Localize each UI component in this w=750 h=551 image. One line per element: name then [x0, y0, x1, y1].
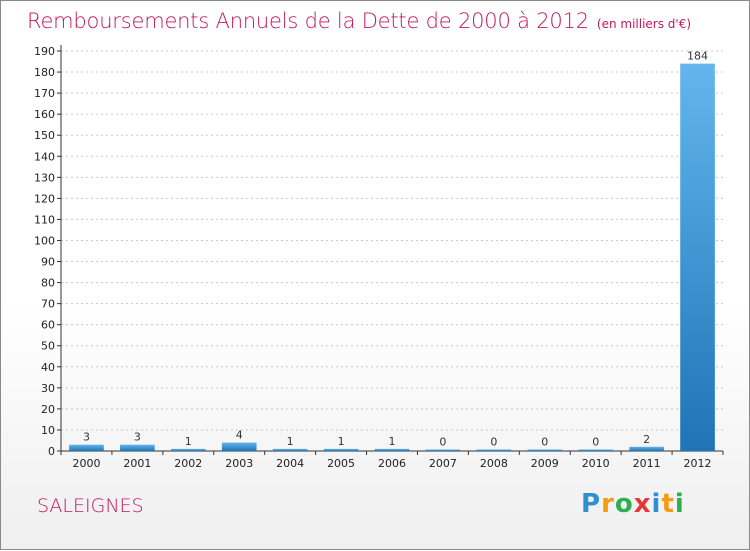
- bar-2001: [120, 444, 155, 451]
- data-label: 0: [592, 436, 599, 449]
- y-tick-label: 0: [48, 445, 55, 458]
- bar-2009: [527, 449, 563, 451]
- y-tick-label: 70: [41, 298, 55, 311]
- data-label: 1: [287, 435, 294, 448]
- y-tick-label: 190: [34, 45, 55, 58]
- y-tick-label: 90: [41, 256, 55, 269]
- y-tick-label: 60: [41, 319, 55, 332]
- data-label: 2: [643, 433, 650, 446]
- data-label: 1: [338, 435, 345, 448]
- proxiti-logo: Proxiti: [581, 489, 685, 519]
- x-tick-label: 2002: [174, 457, 202, 470]
- chart-title: Remboursements Annuels de la Dette de 20…: [27, 9, 691, 33]
- bar-2005: [323, 448, 359, 451]
- y-tick-label: 50: [41, 340, 55, 353]
- y-tick-label: 100: [34, 234, 55, 247]
- x-tick-label: 2011: [633, 457, 661, 470]
- x-tick-label: 2003: [225, 457, 253, 470]
- x-tick-label: 2009: [531, 457, 559, 470]
- x-tick-label: 2005: [327, 457, 355, 470]
- data-label: 1: [185, 435, 192, 448]
- data-label: 1: [389, 435, 396, 448]
- logo-letter: x: [633, 489, 652, 519]
- bar-2010: [578, 449, 614, 451]
- bar-2012: [680, 63, 715, 451]
- y-tick-label: 30: [41, 382, 55, 395]
- x-tick-label: 2008: [480, 457, 508, 470]
- data-label: 3: [134, 431, 141, 444]
- bar-2002: [170, 448, 206, 451]
- y-tick-label: 150: [34, 129, 55, 142]
- logo-letter: t: [661, 489, 675, 519]
- bar-2007: [425, 449, 461, 451]
- data-label: 0: [439, 436, 446, 449]
- data-label: 4: [236, 429, 243, 442]
- y-tick-label: 120: [34, 192, 55, 205]
- x-tick-label: 2007: [429, 457, 457, 470]
- y-tick-label: 160: [34, 108, 55, 121]
- data-label: 184: [687, 50, 708, 63]
- y-tick-label: 180: [34, 66, 55, 79]
- bar-2011: [629, 446, 664, 451]
- logo-letter: i: [674, 489, 685, 519]
- y-tick-label: 110: [34, 213, 55, 226]
- logo-letter: r: [601, 489, 615, 519]
- x-tick-label: 2000: [72, 457, 100, 470]
- logo-letter: o: [614, 489, 634, 519]
- bar-2004: [272, 448, 308, 451]
- data-label: 0: [541, 436, 548, 449]
- bar-2008: [476, 449, 512, 451]
- y-tick-label: 140: [34, 150, 55, 163]
- data-label: 0: [490, 436, 497, 449]
- bar-2000: [69, 444, 104, 451]
- x-tick-label: 2001: [123, 457, 151, 470]
- data-label: 3: [83, 431, 90, 444]
- y-tick-label: 20: [41, 403, 55, 416]
- bar-2003: [221, 442, 257, 451]
- chart-subtitle: (en milliers d'€): [596, 17, 692, 31]
- x-tick-label: 2004: [276, 457, 304, 470]
- bar-2006: [374, 448, 410, 451]
- y-tick-label: 10: [41, 424, 55, 437]
- chart-title-text: Remboursements Annuels de la Dette de 20…: [27, 9, 589, 33]
- x-tick-label: 2006: [378, 457, 406, 470]
- x-tick-label: 2010: [582, 457, 610, 470]
- commune-name: SALEIGNES: [37, 495, 144, 517]
- logo-letter: i: [651, 489, 662, 519]
- y-tick-label: 130: [34, 171, 55, 184]
- y-tick-label: 170: [34, 87, 55, 100]
- x-tick-label: 2012: [684, 457, 712, 470]
- y-tick-label: 40: [41, 361, 55, 374]
- logo-letter: P: [581, 489, 602, 519]
- y-tick-label: 80: [41, 277, 55, 290]
